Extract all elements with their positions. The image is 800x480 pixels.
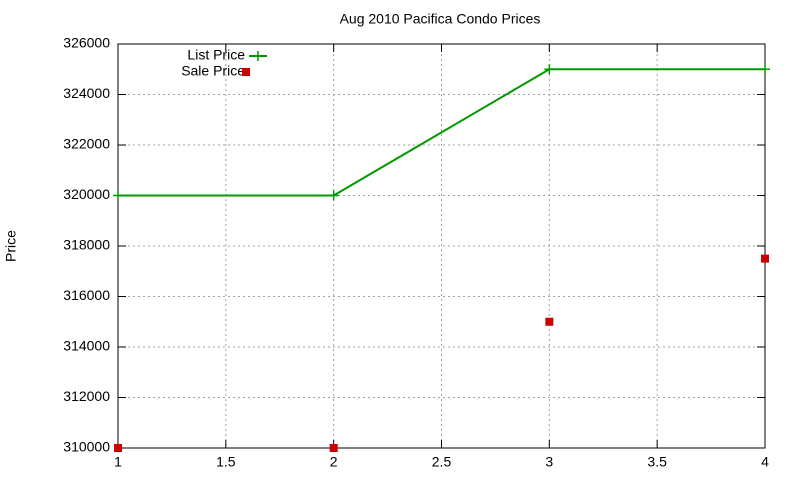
point-marker (328, 190, 339, 201)
y-tick-label: 310000 (63, 439, 110, 455)
y-tick-label: 326000 (63, 35, 110, 51)
y-tick-label: 312000 (63, 388, 110, 404)
point-marker (329, 444, 338, 452)
point-marker (544, 64, 555, 75)
x-tick-label: 1 (114, 454, 122, 470)
legend-label: List Price (187, 47, 245, 63)
legend-swatch (242, 68, 250, 76)
x-tick-label: 1.5 (216, 454, 236, 470)
x-tick-label: 2 (330, 454, 338, 470)
y-tick-label: 322000 (63, 136, 110, 152)
point-marker (761, 254, 769, 263)
y-tick-label: 320000 (63, 186, 110, 202)
x-tick-label: 2.5 (432, 454, 452, 470)
plot-border (117, 43, 766, 449)
point-marker (114, 444, 122, 452)
y-tick-label: 314000 (63, 338, 110, 354)
line (118, 68, 765, 197)
point-marker (545, 317, 554, 326)
x-tick-label: 4 (761, 454, 769, 470)
point-marker (760, 64, 770, 75)
chart-title: Aug 2010 Pacifica Condo Prices (340, 11, 541, 27)
x-tick-label: 3 (545, 454, 553, 470)
point-marker (113, 190, 123, 201)
y-tick-label: 318000 (63, 237, 110, 253)
y-axis-label: Price (3, 230, 19, 262)
y-tick-label: 316000 (63, 287, 110, 303)
x-tick-label: 3.5 (647, 454, 667, 470)
legend-swatch (253, 51, 263, 61)
y-tick-label: 324000 (63, 85, 110, 101)
legend-label: Sale Price (181, 63, 245, 79)
